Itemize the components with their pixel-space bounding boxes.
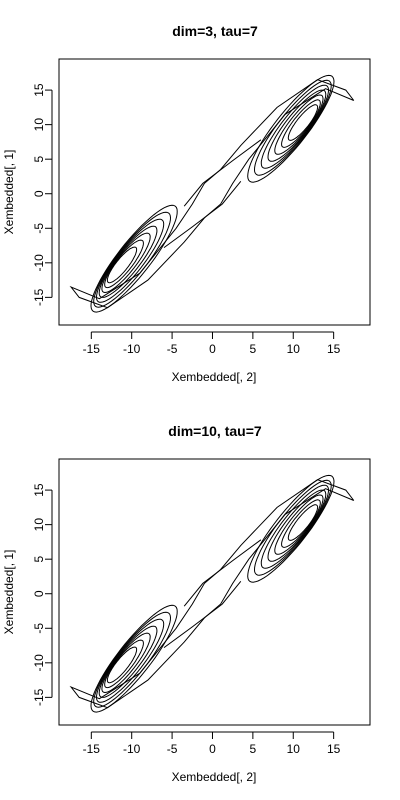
chart-title: dim=3, tau=7 (172, 23, 258, 39)
trajectory-loop (253, 479, 332, 576)
trajectory-group (69, 474, 355, 713)
y-tick-label: 5 (32, 556, 46, 563)
y-tick-label: 0 (32, 590, 46, 597)
trajectory-connector (163, 180, 242, 249)
x-tick-label: 5 (250, 342, 257, 356)
y-tick-label: 10 (32, 518, 46, 532)
y-axis: -15 -10 -5 0 5 10 15 (32, 483, 53, 706)
y-tick-label: -15 (32, 288, 46, 306)
trajectory-loop (281, 499, 321, 548)
trajectory-line (69, 479, 355, 709)
trajectory-connector (183, 139, 262, 207)
x-tick-label: 15 (327, 742, 341, 756)
trajectory-loop (93, 211, 172, 308)
x-tick-label: 5 (250, 742, 257, 756)
x-axis-label: Xembedded[, 2] (172, 770, 257, 784)
chart-panel-dim10: dim=10, tau=7 -15 -10 -5 0 5 10 15 -15 -10 -5 0 5 1… (2, 423, 371, 784)
trajectory-loop (106, 246, 138, 284)
trajectory-loop (287, 504, 319, 541)
x-tick-label: -5 (167, 742, 178, 756)
y-tick-label: -15 (32, 688, 46, 706)
trajectory-loop (106, 646, 138, 684)
y-tick-label: 10 (32, 118, 46, 132)
trajectory-line (69, 79, 355, 309)
trajectory-loop (95, 218, 165, 303)
trajectory-loop (253, 79, 332, 176)
plot-frame (58, 458, 371, 726)
x-tick-label: 0 (209, 342, 216, 356)
y-axis-label: Xembedded[, 1] (2, 550, 16, 635)
y-tick-label: -10 (32, 654, 46, 672)
y-axis-label: Xembedded[, 1] (2, 150, 16, 235)
trajectory-loop (247, 474, 335, 583)
trajectory-loop (104, 239, 144, 289)
x-axis: -15 -10 -5 0 5 10 15 (83, 731, 341, 756)
trajectory-loop (267, 89, 327, 162)
plot-frame (58, 58, 371, 326)
y-tick-label: 5 (32, 156, 46, 163)
trajectory-loop (287, 104, 319, 141)
trajectory-loop (260, 484, 330, 569)
trajectory-connector (163, 580, 242, 649)
x-tick-label: -5 (167, 342, 178, 356)
y-tick-label: 0 (32, 190, 46, 197)
trajectory-loop (101, 632, 151, 694)
trajectory-loop (101, 232, 151, 294)
y-tick-label: -5 (32, 623, 46, 634)
y-tick-label: 15 (32, 483, 46, 497)
y-tick-label: -10 (32, 254, 46, 272)
x-tick-label: 15 (327, 342, 341, 356)
x-tick-label: 10 (287, 342, 301, 356)
y-tick-label: -5 (32, 223, 46, 234)
chart-panel-dim3: dim=3, tau=7 -15 -10 -5 0 5 10 15 -15 -10 -5 0 5 10… (2, 23, 371, 384)
trajectory-loop (274, 494, 324, 555)
trajectory-loop (274, 94, 324, 155)
trajectory-loop (247, 74, 335, 183)
x-tick-label: 0 (209, 742, 216, 756)
trajectory-group (69, 74, 355, 313)
chart-title: dim=10, tau=7 (168, 423, 262, 439)
trajectory-loop (93, 611, 172, 708)
trajectory-loop (281, 99, 321, 148)
trajectory-connector (183, 539, 262, 607)
y-tick-label: 15 (32, 83, 46, 97)
trajectory-loop (104, 639, 144, 689)
x-tick-label: -15 (83, 742, 101, 756)
x-tick-label: -15 (83, 342, 101, 356)
x-tick-label: -10 (123, 342, 141, 356)
x-axis: -15 -10 -5 0 5 10 15 (83, 331, 341, 356)
y-axis: -15 -10 -5 0 5 10 15 (32, 83, 53, 306)
trajectory-loop (90, 604, 178, 713)
x-axis-label: Xembedded[, 2] (172, 370, 257, 384)
x-tick-label: -10 (123, 742, 141, 756)
trajectory-loop (90, 204, 178, 313)
trajectory-loop (95, 618, 165, 703)
x-tick-label: 10 (287, 742, 301, 756)
trajectory-loop (267, 489, 327, 562)
trajectory-loop (98, 225, 158, 298)
trajectory-loop (98, 625, 158, 698)
trajectory-loop (260, 84, 330, 169)
